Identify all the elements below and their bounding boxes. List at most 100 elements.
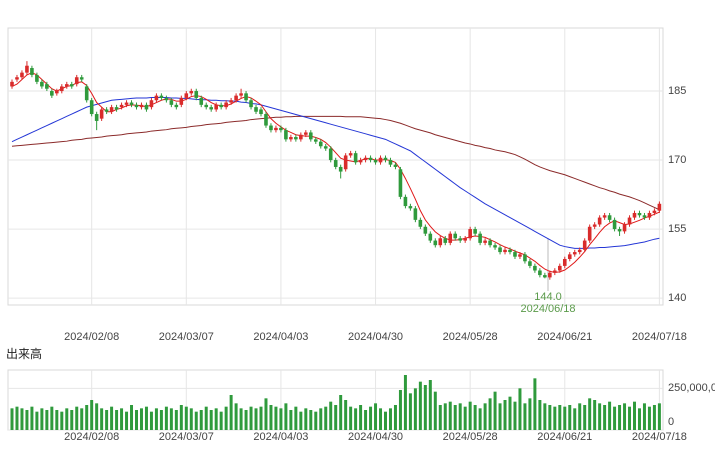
volume-bar: [578, 403, 582, 430]
x-tick-label: 2024/03/07: [159, 331, 214, 343]
volume-bar: [468, 401, 472, 430]
volume-bar: [20, 408, 24, 430]
candle-body: [553, 270, 557, 273]
volume-bar: [523, 403, 527, 430]
candle-body: [328, 148, 333, 161]
volume-bar: [538, 400, 542, 430]
candle-body: [25, 65, 29, 73]
volume-bar: [354, 408, 358, 430]
candle-body: [353, 153, 358, 163]
volume-bar: [254, 408, 258, 430]
candle-body: [169, 100, 174, 105]
candle-body: [10, 81, 14, 87]
price-panel: [7, 27, 664, 306]
volume-bar: [652, 405, 656, 430]
candle-body: [513, 252, 517, 257]
candle-body: [622, 224, 627, 232]
volume-bar: [428, 380, 432, 430]
candle-body: [224, 102, 228, 108]
volume-bar: [135, 410, 138, 430]
volume-bar: [583, 405, 587, 430]
candle-body: [284, 130, 288, 140]
candle-body: [508, 249, 512, 253]
volume-bar: [274, 406, 278, 430]
volume-bar: [403, 375, 407, 430]
candle-body: [408, 206, 413, 209]
candle-body: [607, 215, 612, 220]
volume-bar: [130, 405, 134, 430]
volume-bar: [95, 403, 99, 430]
volume-bar: [139, 408, 143, 430]
y-tick-label: 0: [668, 416, 674, 428]
volume-bar: [179, 405, 183, 430]
volume-bar: [568, 405, 572, 430]
candle-body: [199, 97, 204, 105]
moving-average-line: [11, 115, 660, 211]
candle-body: [234, 95, 238, 101]
volume-bar: [164, 406, 168, 430]
candle-body: [657, 203, 662, 211]
candle-body: [159, 95, 164, 98]
candle-body: [468, 229, 472, 239]
x-tick-label: 2024/04/03: [253, 331, 308, 343]
candle-body: [134, 104, 139, 108]
volume-bar: [259, 406, 263, 430]
candle-body: [548, 272, 552, 278]
candle-body: [174, 104, 179, 108]
volume-bar: [249, 406, 253, 430]
candle-body: [572, 252, 577, 255]
candle-body: [313, 139, 318, 142]
volume-bar: [50, 406, 54, 430]
candle-body: [189, 91, 194, 94]
volume-bar: [279, 408, 283, 430]
candle-body: [368, 157, 373, 161]
volume-bar: [209, 410, 213, 430]
candle-body: [269, 125, 273, 131]
volume-bar: [294, 406, 298, 430]
candle-body: [338, 166, 343, 172]
x-tick-label: 2024/04/30: [348, 331, 403, 343]
volume-bar: [25, 410, 29, 430]
volume-bar: [438, 405, 442, 430]
x-tick-label: 2024/03/07: [159, 431, 214, 443]
volume-bar: [115, 410, 119, 430]
candle-body: [478, 233, 482, 243]
volume-bar: [553, 406, 557, 430]
candle-body: [254, 107, 258, 112]
x-tick-label: 2024/06/21: [537, 331, 592, 343]
volume-bar: [374, 403, 378, 430]
candle-body: [587, 226, 592, 241]
volume-bar: [603, 405, 607, 430]
volume-bar: [184, 406, 188, 430]
candle-body: [523, 254, 527, 262]
volume-bar: [443, 403, 447, 430]
candle-body: [299, 134, 303, 140]
volume-bar: [618, 405, 622, 430]
volume-bar: [483, 403, 487, 430]
candle-body: [264, 114, 268, 126]
volume-bar: [458, 403, 462, 430]
volume-bar: [398, 390, 402, 430]
candle-body: [398, 169, 403, 197]
candle-body: [64, 84, 69, 87]
volume-bar: [105, 410, 109, 430]
volume-bar: [364, 410, 368, 430]
candle-body: [204, 104, 209, 108]
candle-body: [229, 100, 233, 103]
candle-body: [99, 109, 104, 119]
candle-body: [383, 157, 388, 161]
y-tick-label: 140: [668, 292, 686, 304]
volume-bar: [488, 398, 492, 430]
candle-body: [348, 153, 353, 156]
volume-bar: [453, 405, 457, 430]
volume-bar: [608, 401, 612, 430]
candle-body: [304, 132, 308, 135]
candle-body: [114, 107, 119, 110]
candle-body: [179, 97, 184, 105]
volume-bar: [299, 411, 303, 430]
candle-body: [15, 77, 19, 80]
candle-body: [582, 240, 587, 250]
candle-body: [60, 86, 64, 92]
volume-bar: [60, 411, 64, 430]
